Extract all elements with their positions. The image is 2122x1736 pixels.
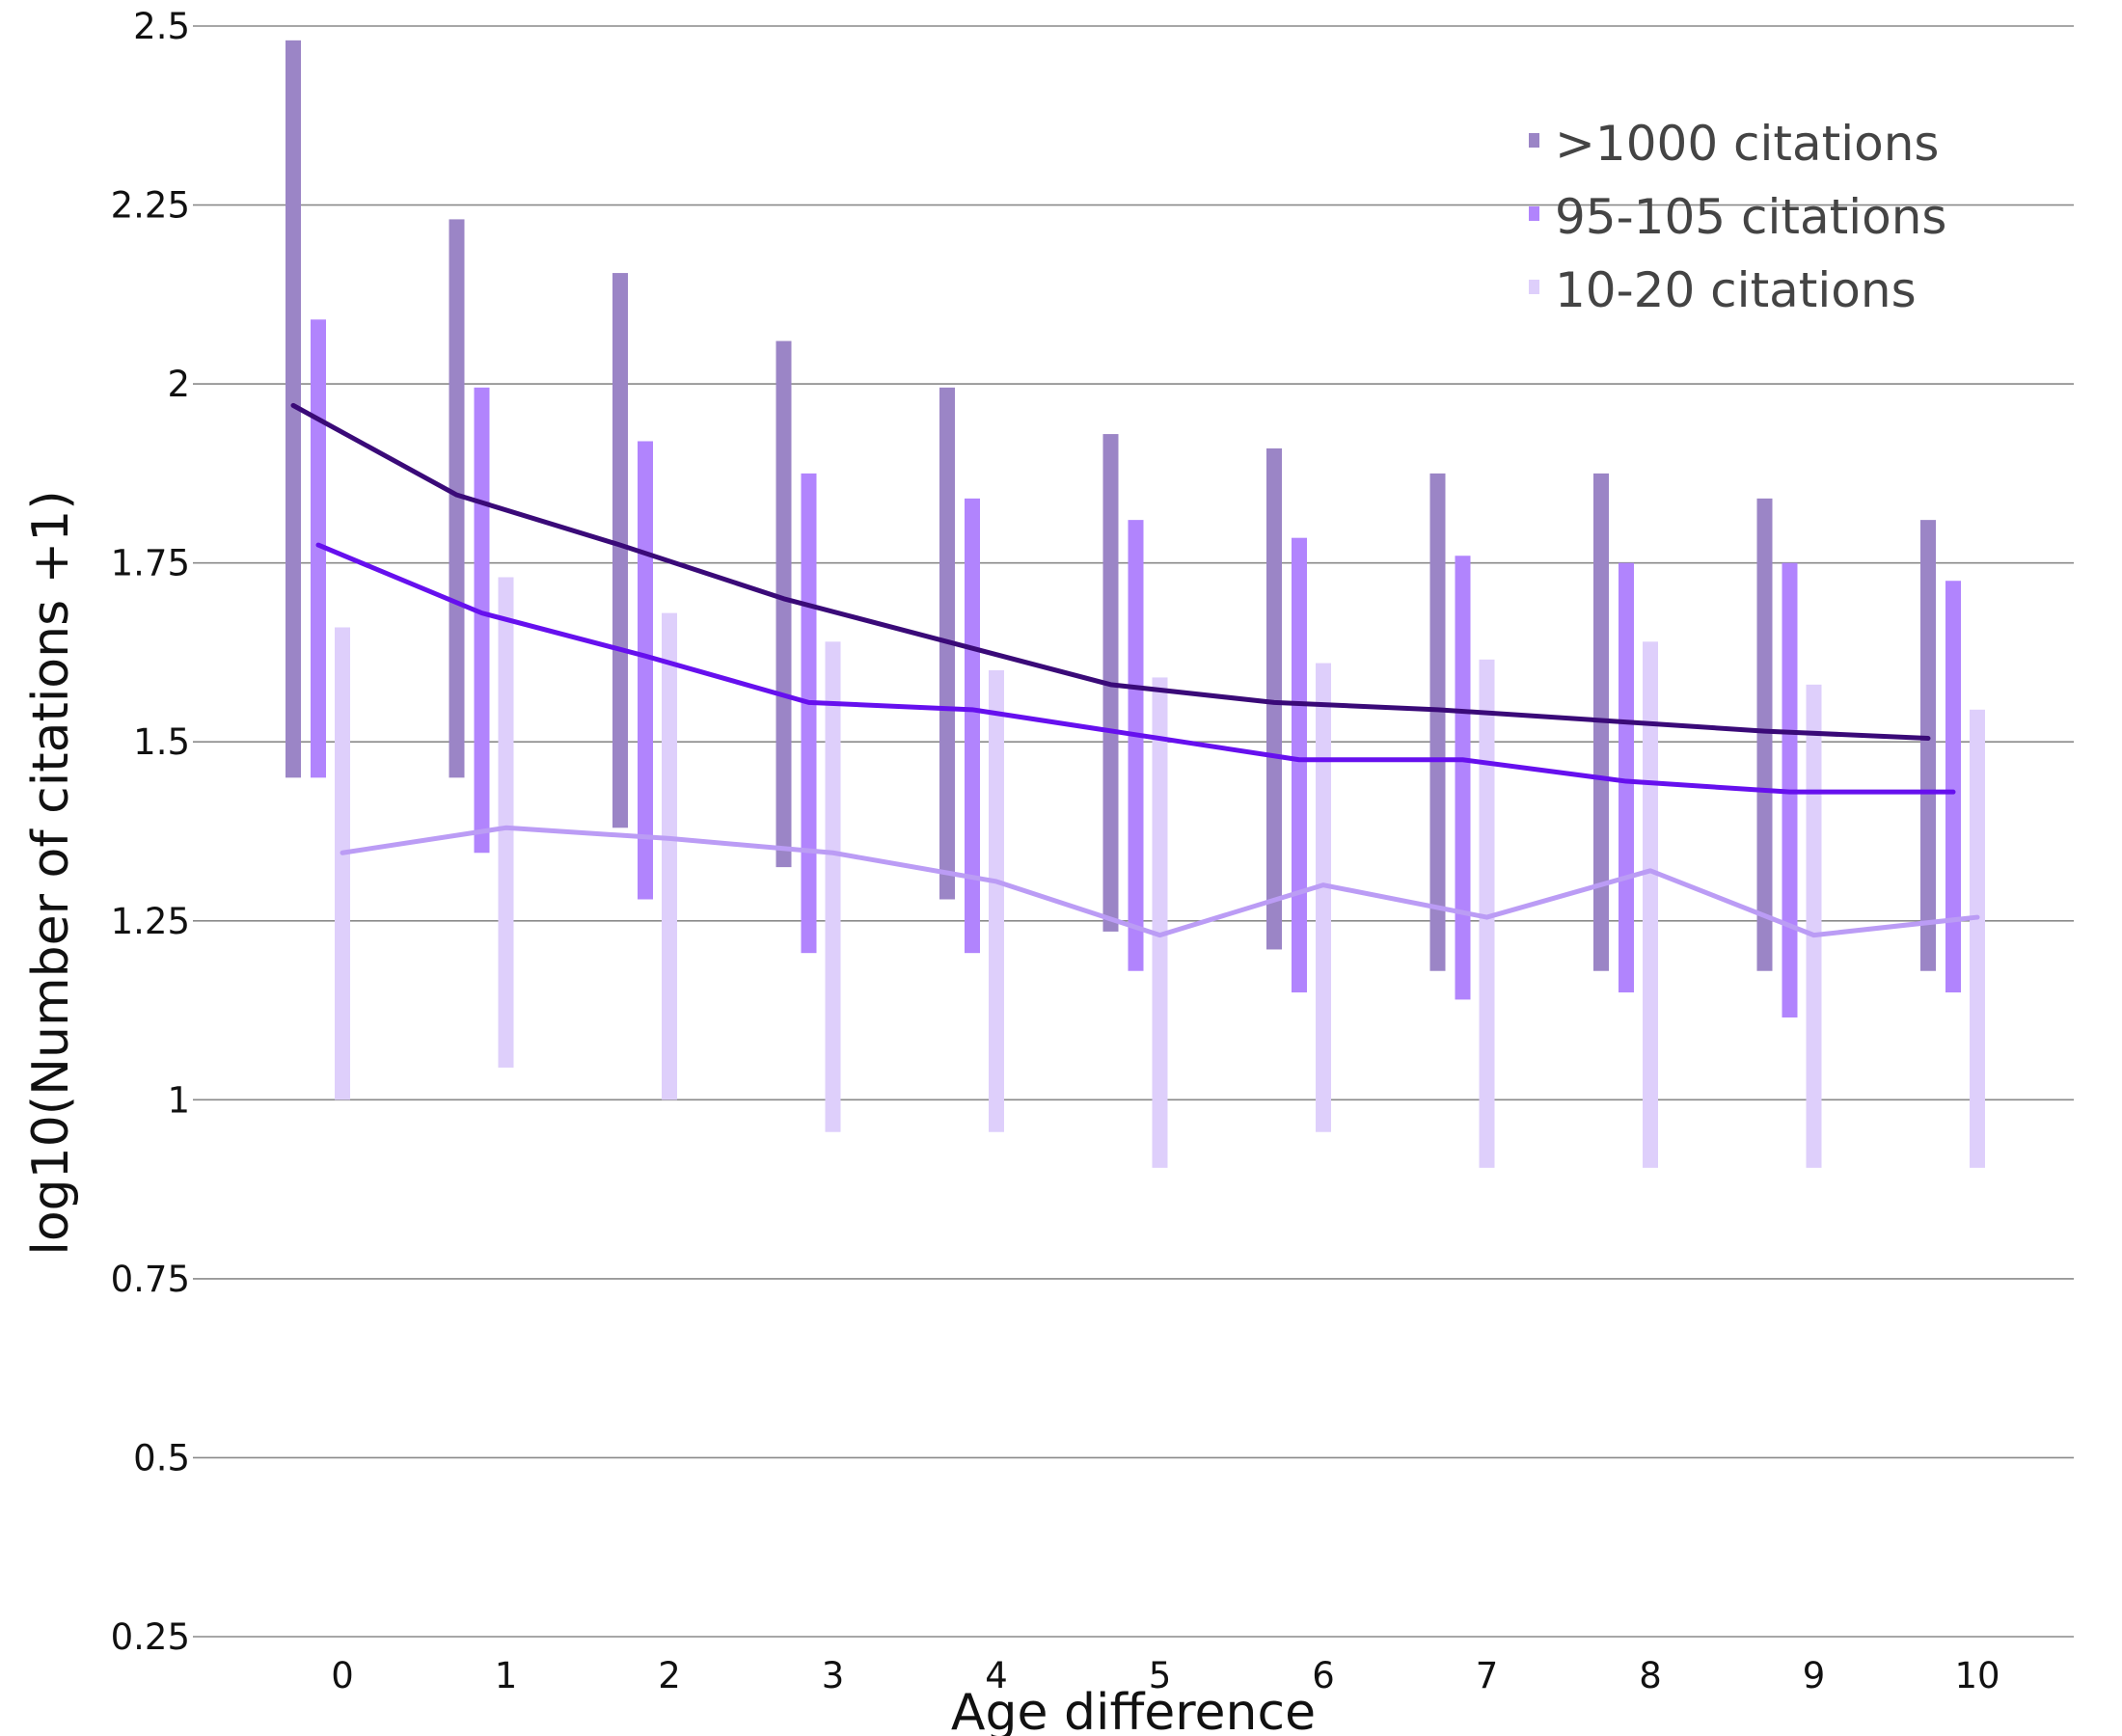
x-tick-label: 4 [985,1655,1008,1696]
range-bar [662,612,677,1100]
range-bar [989,670,1004,1132]
y-tick-label: 1.25 [111,901,190,942]
range-bar [1266,448,1282,950]
legend: >1000 citations 95-105 citations 10-20 cit… [1529,116,1946,318]
range-bar [1429,473,1446,971]
legend-swatch [1529,133,1539,148]
range-bar [1455,556,1471,1000]
range-bar [335,627,350,1100]
range-bar [1756,498,1773,971]
x-tick-label: 2 [658,1655,681,1696]
range-bar [965,498,980,954]
range-bar [825,641,841,1132]
x-tick-label: 8 [1639,1655,1662,1696]
range-bar [801,473,817,954]
x-tick-label: 1 [495,1655,518,1696]
mean-line [315,542,1956,795]
y-tick-label: 2 [167,364,190,405]
y-tick-label: 2.25 [111,185,190,227]
range-bar [474,387,490,854]
range-bar [775,340,792,868]
range-bar [311,319,326,778]
x-tick-label: 10 [1954,1655,2000,1696]
range-bar [1970,709,1985,1168]
range-bar [1316,663,1331,1132]
x-tick-label: 9 [1803,1655,1826,1696]
x-axis-ticks: 0 1 2 3 4 5 6 7 8 9 10 [331,1655,2000,1696]
x-axis-title: Age difference [951,1684,1316,1736]
range-bar [612,273,628,828]
x-tick-label: 0 [331,1655,354,1696]
x-tick-label: 5 [1149,1655,1172,1696]
range-bar [1479,659,1495,1168]
mean-line [290,402,1931,742]
y-tick-label: 1.5 [133,721,190,763]
y-tick-label: 1.75 [111,543,190,584]
range-bar [1945,581,1961,992]
mean-lines [290,402,1980,938]
legend-label: 10-20 citations [1555,262,1917,318]
y-tick-label: 0.5 [133,1437,190,1478]
legend-swatch [1529,206,1539,221]
mean-line [340,825,1980,938]
y-axis-title: log10(Number of citations +1) [22,490,80,1255]
legend-label: >1000 citations [1555,116,1940,172]
y-tick-label: 0.75 [111,1259,190,1300]
x-tick-label: 3 [822,1655,845,1696]
range-bar [1619,562,1634,992]
range-bar [498,577,514,1068]
legend-label: 95-105 citations [1555,189,1946,245]
range-bar [1152,677,1168,1168]
range-bar [1920,520,1936,971]
y-tick-label: 2.5 [133,6,190,47]
range-bar [286,40,301,778]
range-bar [1643,641,1658,1168]
range-bar [638,441,653,900]
y-axis-ticks: 0.25 0.5 0.75 1 1.25 1.5 1.75 2 2.25 2.5 [111,6,190,1658]
range-bar [1806,684,1822,1168]
range-bar [449,219,465,778]
range-bar [1128,520,1144,971]
y-tick-label: 1 [167,1079,190,1121]
range-bar [1292,537,1307,992]
x-tick-label: 6 [1312,1655,1335,1696]
legend-swatch [1529,280,1539,294]
x-tick-label: 7 [1476,1655,1499,1696]
y-tick-label: 0.25 [111,1616,190,1658]
